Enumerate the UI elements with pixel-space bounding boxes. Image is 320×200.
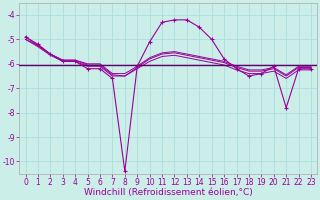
X-axis label: Windchill (Refroidissement éolien,°C): Windchill (Refroidissement éolien,°C)	[84, 188, 253, 197]
